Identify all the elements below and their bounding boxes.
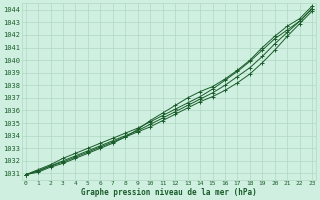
- X-axis label: Graphe pression niveau de la mer (hPa): Graphe pression niveau de la mer (hPa): [81, 188, 257, 197]
